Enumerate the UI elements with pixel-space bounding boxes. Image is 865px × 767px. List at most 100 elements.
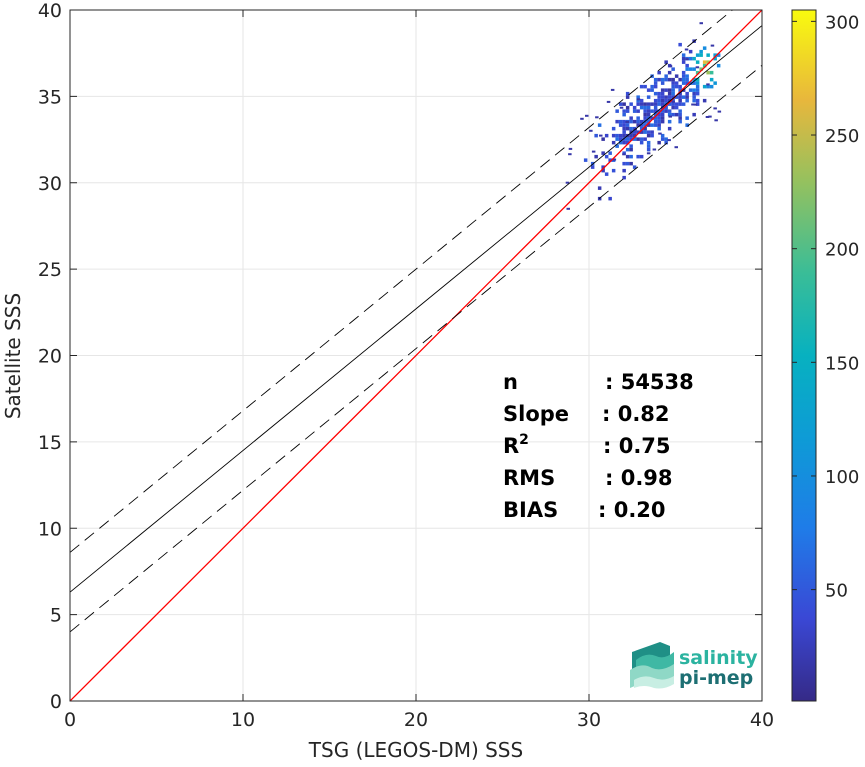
density-cell: [660, 119, 665, 124]
x-tick-label: 20: [404, 709, 428, 731]
density-cell: [716, 63, 721, 68]
density-cell: [599, 134, 603, 137]
density-cell: [583, 158, 588, 162]
colorbar-tick-label: 150: [825, 353, 859, 374]
density-cell: [653, 119, 658, 124]
density-cell: [639, 84, 644, 89]
density-cell: [632, 130, 637, 134]
density-cell: [622, 175, 626, 180]
colorbar-tick-label: 300: [825, 12, 859, 33]
density-cell: [706, 60, 710, 64]
density-cell: [684, 48, 689, 51]
density-cell: [629, 126, 633, 131]
density-cell: [646, 105, 651, 110]
density-cell: [671, 105, 675, 110]
density-cell: [714, 119, 718, 122]
axis-ticks: 0 10 20 30 40 0 5 10 15 20 25 30 35 40: [38, 0, 774, 731]
density-cell: [667, 70, 672, 75]
density-cell: [706, 84, 710, 89]
density-cell: [664, 140, 668, 145]
density-cell: [625, 161, 630, 166]
density-cell: [653, 84, 658, 89]
density-cell: [657, 140, 661, 145]
density-cell: [667, 91, 672, 96]
density-cell: [671, 88, 675, 92]
density-cell: [632, 133, 637, 138]
density-cell: [699, 53, 703, 57]
density-cell: [639, 102, 644, 106]
density-cell: [671, 84, 675, 89]
density-cell: [643, 137, 647, 141]
density-cell: [657, 112, 661, 117]
density-cell: [702, 46, 707, 50]
density-cell: [568, 147, 573, 150]
density-cell: [688, 88, 693, 92]
density-cell: [639, 154, 644, 159]
density-cell: [625, 137, 630, 141]
density-cell: [678, 112, 682, 117]
density-cell: [657, 77, 661, 82]
density-cell: [646, 144, 651, 148]
stat-value: : 0.82: [602, 402, 670, 426]
density-cell: [615, 119, 619, 124]
density-cell: [664, 88, 668, 92]
density-cell: [660, 137, 665, 141]
density-cell: [671, 77, 675, 82]
density-cell: [636, 130, 640, 134]
density-cell: [650, 88, 654, 92]
density-cell: [636, 98, 640, 103]
density-cell: [678, 77, 682, 82]
density-cell: [629, 137, 633, 141]
density-cell: [695, 88, 700, 92]
y-tick-label: 5: [50, 605, 62, 627]
density-cell: [650, 84, 654, 89]
density-cell: [632, 119, 637, 124]
density-cell: [653, 81, 658, 85]
x-tick-label: 0: [64, 709, 76, 731]
density-cell: [667, 77, 672, 82]
density-cell: [615, 109, 619, 113]
density-cell: [688, 67, 693, 71]
density-cell: [568, 153, 572, 156]
density-cell: [625, 123, 630, 127]
density-cell: [671, 95, 675, 99]
density-cell: [678, 88, 682, 92]
density-cell: [657, 91, 661, 96]
density-cell: [636, 119, 640, 124]
density-cell: [695, 53, 700, 57]
density-cell: [678, 95, 682, 99]
density-cell: [705, 116, 710, 118]
density-cell: [650, 102, 654, 106]
density-cell: [618, 119, 623, 124]
density-cell: [625, 140, 630, 145]
density-cell: [622, 153, 626, 156]
density-cell: [611, 126, 616, 131]
density-cell: [622, 112, 626, 117]
density-cell: [597, 123, 602, 127]
density-cell: [594, 133, 598, 138]
density-cell: [692, 91, 696, 96]
y-tick-label: 40: [38, 0, 62, 22]
density-cell: [685, 58, 689, 61]
density-cell: [622, 161, 626, 166]
density-cell: [608, 158, 612, 162]
density-cell: [653, 91, 658, 96]
density-cell: [625, 154, 630, 159]
density-cell: [692, 77, 696, 82]
density-cell: [639, 119, 644, 124]
density-cell: [681, 60, 686, 64]
density-cell: [660, 116, 665, 120]
density-cell: [657, 126, 661, 131]
density-cell: [589, 129, 593, 132]
density-cell: [667, 119, 672, 124]
density-cell: [678, 84, 682, 89]
colorbar-tick-label: 200: [825, 240, 859, 261]
density-cell: [601, 137, 605, 141]
density-cell: [685, 95, 689, 99]
density-cell: [664, 105, 668, 110]
density-cell: [653, 109, 658, 113]
density-cell: [695, 84, 700, 89]
density-cell: [632, 109, 637, 113]
density-cell: [652, 148, 657, 151]
density-cell: [708, 115, 712, 118]
